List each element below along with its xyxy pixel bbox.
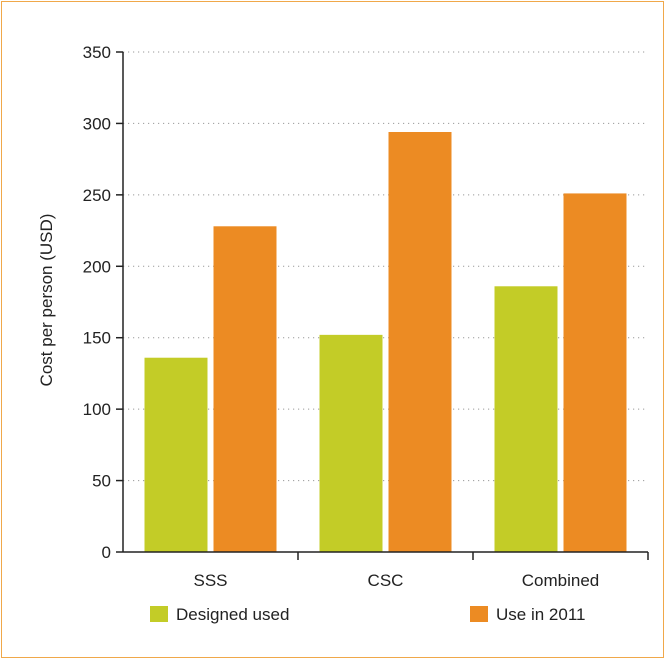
y-tick-label: 150 xyxy=(83,329,111,348)
bars xyxy=(144,132,627,553)
x-tick-label: SSS xyxy=(193,571,227,590)
x-tick-label: Combined xyxy=(522,571,600,590)
bar-combined-use2011 xyxy=(563,193,627,552)
bar-sss-use2011 xyxy=(213,226,277,553)
x-tick-labels: SSS CSC Combined xyxy=(193,571,599,590)
y-tick-label: 350 xyxy=(83,43,111,62)
bar-csc-use2011 xyxy=(388,132,452,552)
y-tick-label: 300 xyxy=(83,114,111,133)
y-tick-label: 250 xyxy=(83,186,111,205)
bar-sss-designed xyxy=(144,357,208,552)
legend-label: Designed used xyxy=(176,605,289,624)
legend: Designed used Use in 2011 xyxy=(150,605,585,624)
y-tick-label: 50 xyxy=(92,472,111,491)
legend-swatch xyxy=(470,606,488,622)
bar-combined-designed xyxy=(494,286,558,552)
y-tick-labels: 0 50 100 150 200 250 300 350 xyxy=(83,43,111,562)
y-axis-title: Cost per person (USD) xyxy=(37,214,56,387)
axes xyxy=(116,51,649,560)
legend-label: Use in 2011 xyxy=(496,605,585,624)
bar-csc-designed xyxy=(319,334,383,552)
legend-swatch xyxy=(150,606,168,622)
x-tick-label: CSC xyxy=(368,571,404,590)
y-tick-label: 100 xyxy=(83,400,111,419)
y-tick-label: 0 xyxy=(102,543,111,562)
y-tick-label: 200 xyxy=(83,257,111,276)
